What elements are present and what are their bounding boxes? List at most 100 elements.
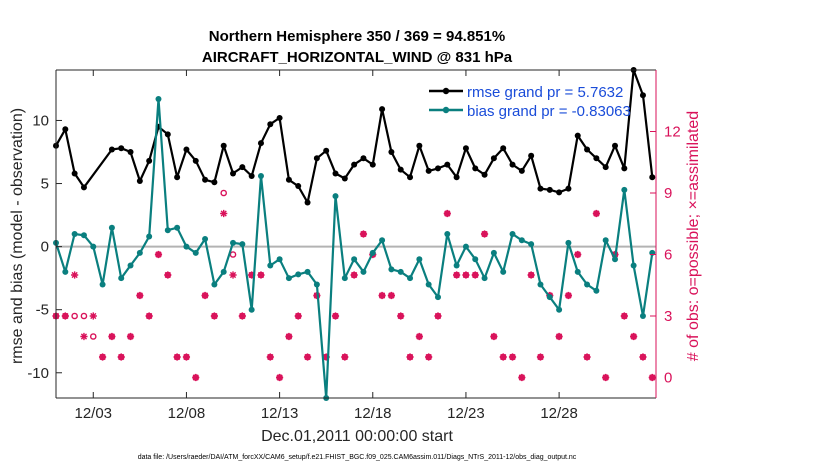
obs-assimilated-marker (154, 250, 163, 259)
obs-possible-marker (229, 251, 237, 258)
obs-assimilated-marker (210, 312, 218, 320)
bias-point (584, 281, 591, 288)
bias-point (509, 231, 516, 237)
rmse-point (369, 161, 376, 168)
bias-point (174, 224, 181, 231)
rmse-point (556, 189, 563, 196)
rmse-point (71, 170, 78, 177)
bias-point (565, 239, 572, 246)
rmse-point (304, 199, 311, 206)
rmse-point (546, 186, 553, 193)
bias-point (108, 224, 115, 231)
bias-point (164, 227, 171, 234)
obs-assimilated-marker (108, 332, 116, 341)
rmse-point (174, 174, 181, 181)
obs-assimilated-marker (434, 312, 442, 320)
legend: rmse grand pr = 5.7632 bias grand pr = -… (429, 84, 631, 120)
rmse-point (183, 146, 190, 153)
obs-possible-marker (71, 312, 78, 320)
bias-point (528, 241, 535, 248)
obs-assimilated-marker (620, 312, 628, 320)
obs-assimilated-marker (630, 332, 638, 341)
obs-assimilated-marker (303, 353, 312, 361)
rmse-series-layer (53, 67, 656, 206)
bias-point (285, 275, 292, 282)
y2-tick-label: 0 (664, 370, 672, 387)
y-axis-label: rmse and bias (model - observation) (9, 108, 26, 364)
rmse-point (146, 157, 153, 164)
rmse-point (164, 131, 171, 138)
obs-assimilated-marker (499, 353, 507, 361)
rmse-point (285, 176, 292, 183)
bias-point (360, 268, 367, 275)
bias-point (453, 262, 460, 269)
chart-subtitle: AIRCRAFT_HORIZONTAL_WIND @ 831 hPa (202, 49, 513, 66)
rmse-point (202, 176, 209, 183)
bias-point (444, 231, 451, 237)
y-tick-label: -10 (27, 365, 49, 382)
rmse-point (239, 164, 246, 171)
obs-possible-marker (80, 312, 88, 320)
bias-point (612, 256, 619, 263)
obs-assimilated-marker (126, 332, 135, 341)
bias-point (416, 256, 423, 263)
bias-point (118, 275, 125, 282)
obs-assimilated-marker (266, 353, 274, 361)
bias-point (99, 281, 106, 288)
obs-assimilated-marker (192, 373, 200, 382)
obs-assimilated-marker (341, 353, 349, 361)
rmse-point (509, 161, 516, 168)
obs-assimilated-marker (471, 271, 479, 279)
bias-point (556, 306, 563, 313)
obs-assimilated-marker (276, 373, 284, 382)
y2-tick-label: 12 (664, 124, 681, 141)
obs-assimilated-marker (61, 312, 69, 320)
bias-point (481, 275, 488, 282)
obs-possible-marker (89, 333, 97, 340)
bias-point (136, 249, 143, 256)
x-tick-label: 12/28 (540, 405, 578, 422)
obs-assimilated-marker (89, 312, 97, 320)
obs-assimilated-marker (238, 312, 246, 320)
bias-point (500, 268, 507, 275)
rmse-point (621, 165, 628, 172)
rmse-point (332, 170, 339, 177)
rmse-point (276, 114, 283, 121)
y-tick-label: 10 (32, 112, 49, 129)
bias-point (407, 275, 414, 282)
rmse-point (500, 145, 507, 152)
rmse-point (565, 185, 572, 192)
rmse-point (612, 142, 619, 149)
obs-assimilated-marker (453, 271, 461, 279)
y2-tick-label: 9 (664, 185, 672, 202)
obs-assimilated-marker (331, 312, 340, 320)
rmse-point (639, 92, 646, 99)
bias-point (313, 281, 320, 288)
obs-assimilated-marker (71, 271, 79, 279)
bias-point (546, 294, 553, 301)
rmse-point (80, 184, 87, 191)
legend-bias-marker (442, 106, 450, 114)
bias-point (537, 281, 544, 288)
rmse-point (118, 145, 125, 152)
bias-point (388, 266, 395, 273)
rmse-point (62, 126, 69, 133)
rmse-point (649, 174, 656, 181)
obs-assimilated-marker (359, 230, 368, 238)
bias-point (518, 237, 525, 244)
bias-point (192, 249, 199, 256)
rmse-point (323, 147, 330, 154)
obs-assimilated-marker (182, 353, 191, 361)
bias-point (602, 237, 609, 244)
rmse-point (407, 174, 414, 181)
rmse-point (537, 185, 544, 192)
rmse-point (351, 161, 358, 168)
rmse-point (388, 149, 395, 155)
legend-bias-label: bias grand pr = -0.83063 (467, 103, 631, 120)
bias-point (257, 172, 264, 179)
rmse-point (425, 167, 432, 174)
x-tick-label: 12/08 (168, 405, 206, 422)
x-tick-label: 12/23 (447, 405, 485, 422)
rmse-point (481, 171, 488, 178)
bias-point (239, 241, 246, 248)
